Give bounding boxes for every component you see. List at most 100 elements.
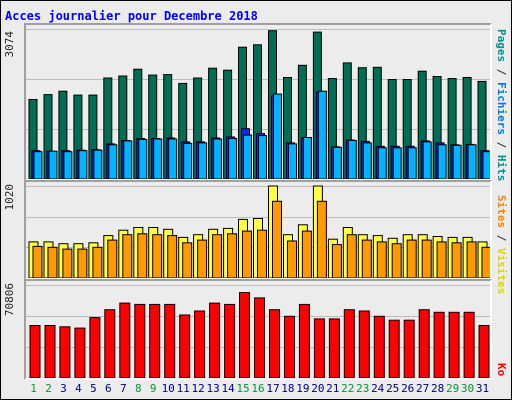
bar-sites-24 [376, 241, 387, 278]
legend-sep: / [495, 62, 508, 82]
bar-pages-9 [148, 74, 158, 179]
bar-sites-18 [287, 240, 297, 278]
day-label-13: 13 [206, 382, 220, 395]
bar-pages-5 [88, 94, 98, 179]
bar-pages-28 [432, 76, 442, 179]
bar-sites-20 [316, 200, 327, 278]
day-label-12: 12 [191, 382, 205, 395]
day-label-24: 24 [371, 382, 385, 395]
bar-ko-19 [298, 303, 310, 378]
bar-files-28 [437, 144, 447, 179]
panel3-plot [26, 285, 490, 378]
bar-files-14 [228, 138, 238, 179]
bar-ko-6 [104, 309, 116, 378]
bar-files-20 [317, 90, 327, 179]
bar-pages-23 [357, 67, 367, 179]
bar-pages-22 [342, 62, 352, 179]
bar-pages-31 [477, 80, 487, 179]
bar-sites-28 [436, 241, 447, 278]
bar-ko-2 [44, 325, 56, 378]
bar-files-2 [48, 150, 58, 179]
bar-sites-31 [481, 246, 490, 278]
bar-pages-29 [447, 78, 457, 179]
bar-pages-14 [223, 69, 233, 179]
day-label-3: 3 [60, 382, 67, 395]
bar-ko-24 [373, 315, 385, 378]
bar-ko-12 [194, 310, 206, 378]
day-label-27: 27 [415, 382, 430, 395]
day-label-14: 14 [221, 382, 235, 395]
bar-ko-15 [239, 292, 250, 378]
legend-visits: Visites [495, 248, 508, 295]
bar-ko-8 [134, 303, 146, 378]
bar-files-12 [198, 142, 208, 179]
bar-sites-25 [391, 243, 402, 278]
bar-sites-26 [406, 239, 417, 278]
day-label-10: 10 [161, 382, 175, 395]
day-label-28: 28 [430, 382, 445, 395]
day-label-30: 30 [460, 382, 475, 395]
bar-files-6 [108, 144, 118, 179]
panel-sites-visits [24, 180, 492, 280]
bar-pages-30 [462, 77, 472, 179]
bar-sites-2 [47, 246, 58, 278]
day-label-19: 19 [296, 382, 310, 395]
legend-files: Fichiers [495, 82, 508, 135]
day-label-18: 18 [281, 382, 295, 395]
panel2-ymax-label: 1020 [3, 184, 16, 211]
legend-pages: Pages [495, 29, 508, 63]
bar-ko-5 [89, 317, 101, 378]
bar-pages-3 [58, 90, 68, 179]
bar-files-21 [332, 146, 342, 179]
legend-pages-files-hits: Pages / Fichiers / Hits [495, 29, 508, 181]
bar-files-31 [482, 151, 490, 179]
bar-files-25 [392, 147, 402, 179]
bar-pages-11 [178, 82, 188, 179]
bar-sites-22 [346, 234, 357, 278]
bar-files-29 [452, 144, 462, 179]
bar-files-11 [183, 142, 193, 179]
bar-ko-28 [433, 311, 445, 378]
bar-pages-4 [73, 94, 83, 179]
x-axis-day-labels: 1 2 3 4 5 6 7 8 9 10 11 12 13 14 15 16 17 18 19 20 21 22 23 24 2… [24, 382, 492, 396]
bar-sites-3 [62, 248, 73, 278]
bar-pages-12 [193, 77, 203, 179]
bar-pages-15 [238, 46, 247, 179]
bar-sites-6 [107, 239, 118, 278]
legend-sep: / [495, 228, 508, 248]
bar-files-5 [93, 149, 103, 179]
bar-sites-4 [77, 248, 88, 278]
bar-pages-1 [28, 99, 38, 179]
bar-sites-10 [167, 235, 178, 278]
panel1-ymax-label: 3074 [3, 31, 16, 58]
bar-ko-26 [403, 319, 415, 378]
day-label-25: 25 [386, 382, 400, 395]
bar-ko-11 [179, 314, 191, 378]
day-label-31: 31 [475, 382, 490, 395]
legend-ko-text: Ko [495, 363, 508, 377]
bar-pages-18 [283, 77, 292, 179]
bar-sites-8 [137, 233, 148, 278]
bar-ko-21 [328, 318, 340, 378]
day-label-1: 1 [30, 382, 37, 395]
day-label-15: 15 [236, 382, 250, 395]
bar-pages-25 [387, 79, 397, 179]
panel-ko [24, 279, 492, 380]
bar-files-23 [362, 142, 372, 179]
bar-pages-26 [402, 79, 412, 179]
bar-ko-13 [209, 302, 221, 378]
panel-pages-files-hits [24, 23, 492, 181]
bar-ko-27 [418, 309, 430, 378]
bar-pages-6 [103, 77, 113, 179]
bar-files-22 [347, 140, 357, 179]
bar-ko-7 [119, 302, 131, 378]
bar-ko-10 [164, 303, 176, 378]
legend-sites-visits: Sites / Visites [495, 195, 508, 294]
day-label-23: 23 [356, 382, 370, 395]
bar-sites-21 [331, 244, 342, 278]
bar-files-27 [422, 141, 432, 179]
bar-sites-19 [301, 230, 312, 278]
bar-sites-14 [227, 233, 238, 278]
legend-ko: Ko [495, 363, 508, 376]
bar-files-16 [258, 135, 267, 179]
